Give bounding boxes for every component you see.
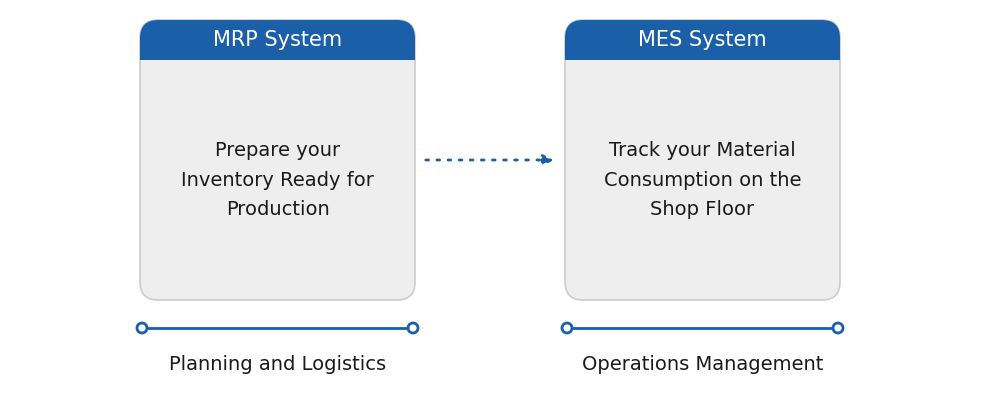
Circle shape [833,323,843,333]
Text: MRP System: MRP System [213,30,342,50]
FancyBboxPatch shape [140,20,415,300]
Text: Track your Material
Consumption on the
Shop Floor: Track your Material Consumption on the S… [604,141,801,219]
Bar [140,42,415,60]
Text: Prepare your
Inventory Ready for
Production: Prepare your Inventory Ready for Product… [181,141,374,219]
FancyBboxPatch shape [140,20,415,60]
Circle shape [137,323,147,333]
Bar [565,42,840,60]
Text: MES System: MES System [638,30,767,50]
Circle shape [562,323,572,333]
Text: Operations Management: Operations Management [582,356,823,374]
Text: Planning and Logistics: Planning and Logistics [169,356,386,374]
FancyBboxPatch shape [565,20,840,60]
FancyBboxPatch shape [565,20,840,300]
Circle shape [408,323,418,333]
